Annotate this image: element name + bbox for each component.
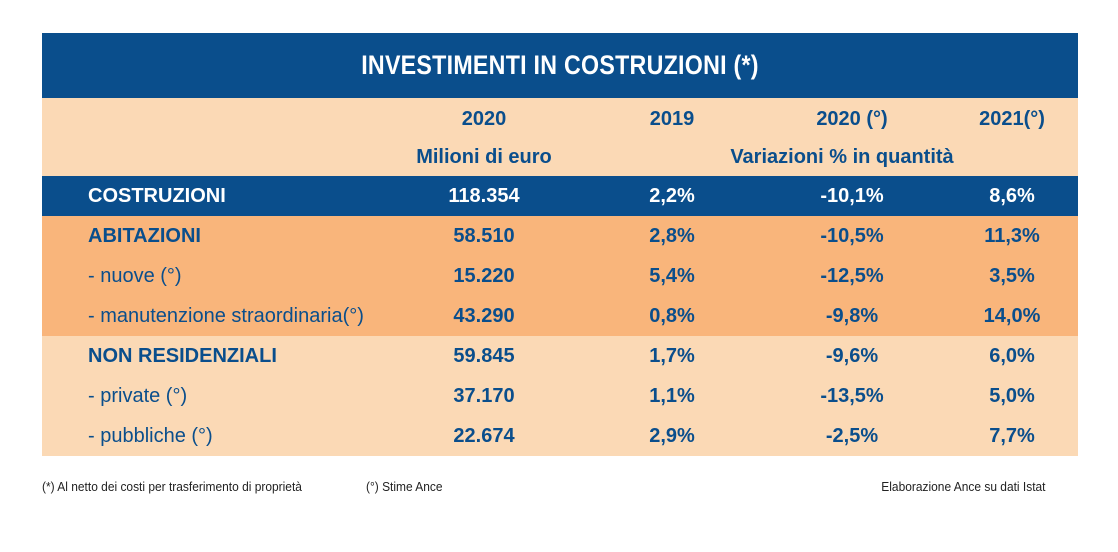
row-pct-2020: -2,5%	[825, 425, 879, 447]
table-row-private: - private (°) 37.170 1,1% -13,5% 5,0%	[42, 376, 1078, 416]
header-variation: Variazioni % in quantità	[730, 146, 954, 168]
row-value-2020: 43.290	[453, 305, 515, 327]
table-row-manutenzione: - manutenzione straordinaria(°) 43.290 0…	[42, 296, 1078, 336]
row-pct-2019: 1,7%	[649, 345, 695, 367]
row-label: NON RESIDENZIALI	[88, 345, 277, 367]
table-row-non-residenziali: NON RESIDENZIALI 59.845 1,7% -9,6% 6,0%	[42, 336, 1078, 376]
row-pct-2021: 5,0%	[989, 385, 1035, 407]
table-row-nuove: - nuove (°) 15.220 5,4% -12,5% 3,5%	[42, 256, 1078, 296]
footnote-estimates: (°) Stime Ance	[366, 479, 443, 494]
footnote-net-costs: (*) Al netto dei costi per trasferimento…	[42, 479, 302, 494]
table-header: 2020 2019 2020 (°) 2021(°) Milioni di eu…	[42, 98, 1078, 202]
row-label: - pubbliche (°)	[88, 425, 213, 447]
table-title-bar: INVESTIMENTI IN COSTRUZIONI (*)	[42, 33, 1078, 98]
header-2020-est: 2020 (°)	[816, 108, 888, 130]
row-pct-2019: 0,8%	[649, 305, 695, 327]
row-pct-2019: 2,9%	[649, 425, 695, 447]
header-2021-est: 2021(°)	[979, 108, 1045, 130]
row-pct-2020: -12,5%	[820, 265, 884, 287]
row-pct-2020: -13,5%	[820, 385, 884, 407]
row-pct-2019: 5,4%	[649, 265, 695, 287]
row-value-2020: 59.845	[453, 345, 515, 367]
row-pct-2021: 7,7%	[989, 425, 1035, 447]
row-label: - private (°)	[88, 385, 188, 407]
row-value-2020: 22.674	[453, 425, 515, 447]
row-pct-2021: 6,0%	[989, 345, 1035, 367]
table-row-pubbliche: - pubbliche (°) 22.674 2,9% -2,5% 7,7%	[42, 416, 1078, 456]
row-pct-2021: 8,6%	[989, 185, 1035, 207]
row-pct-2019: 2,8%	[649, 225, 695, 247]
row-pct-2020: -9,8%	[825, 305, 879, 327]
table-title: INVESTIMENTI IN COSTRUZIONI (*)	[114, 33, 1006, 98]
row-pct-2019: 1,1%	[649, 385, 695, 407]
row-label: ABITAZIONI	[88, 225, 201, 247]
row-pct-2020: -10,1%	[820, 185, 884, 207]
row-value-2020: 15.220	[453, 265, 515, 287]
row-pct-2020: -10,5%	[820, 225, 884, 247]
row-value-2020: 118.354	[448, 185, 520, 207]
row-pct-2019: 2,2%	[649, 185, 695, 207]
header-2019: 2019	[649, 108, 695, 130]
row-label: - nuove (°)	[88, 265, 182, 287]
table-row-abitazioni: ABITAZIONI 58.510 2,8% -10,5% 11,3%	[42, 216, 1078, 256]
row-value-2020: 37.170	[453, 385, 515, 407]
investment-table: INVESTIMENTI IN COSTRUZIONI (*) 2020 201…	[42, 33, 1078, 456]
row-pct-2020: -9,6%	[825, 345, 879, 367]
row-label: COSTRUZIONI	[88, 185, 226, 207]
row-value-2020: 58.510	[453, 225, 515, 247]
source-note: Elaborazione Ance su dati Istat	[881, 479, 1046, 494]
row-label: - manutenzione straordinaria(°)	[88, 305, 364, 327]
header-unit: Milioni di euro	[416, 146, 552, 168]
table-row-costruzioni: COSTRUZIONI 118.354 2,2% -10,1% 8,6%	[42, 176, 1078, 216]
header-2020: 2020	[461, 108, 507, 130]
row-pct-2021: 14,0%	[983, 305, 1041, 327]
row-pct-2021: 3,5%	[989, 265, 1035, 287]
row-pct-2021: 11,3%	[984, 225, 1040, 247]
